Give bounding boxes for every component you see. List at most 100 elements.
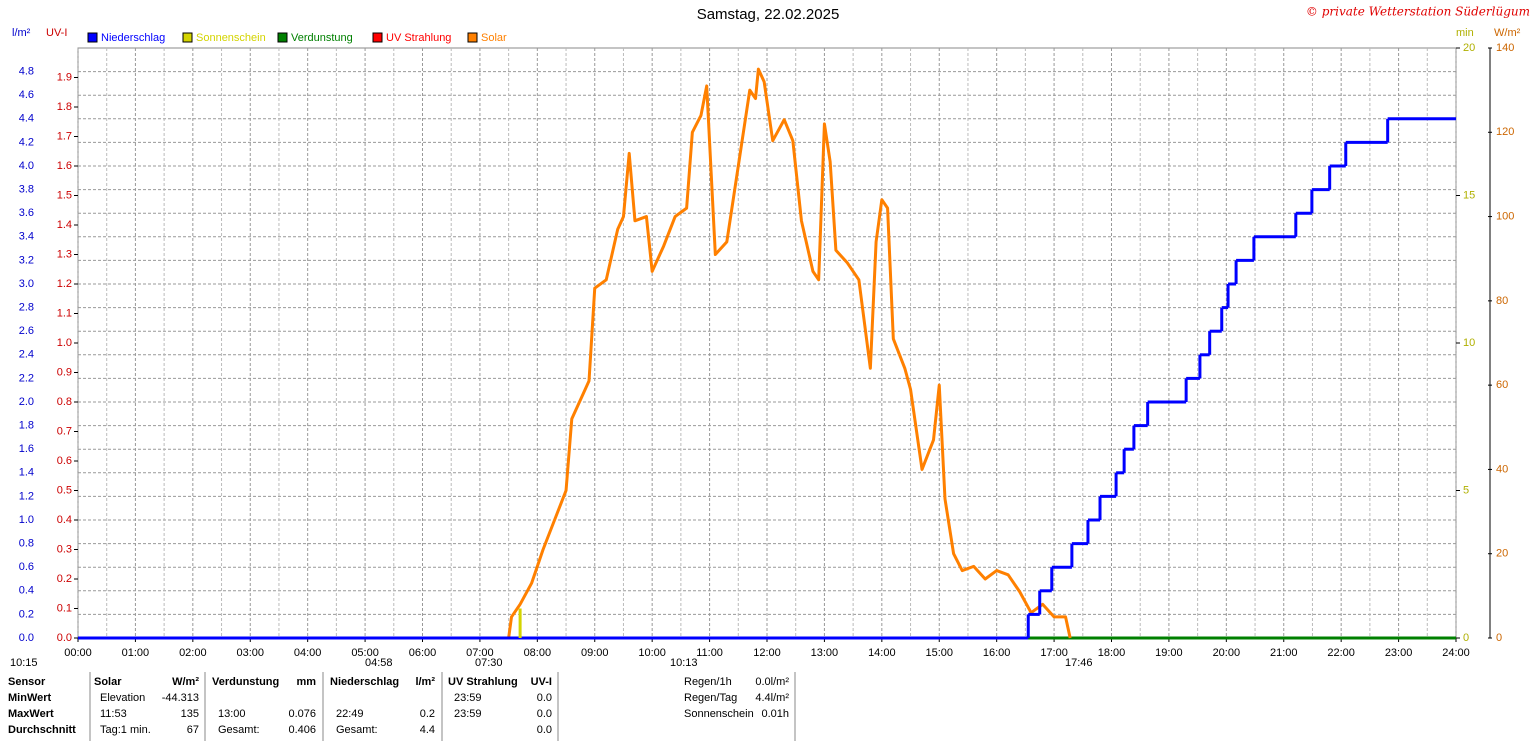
summary-value: 0.0l/m² <box>755 676 789 688</box>
x-tick-label: 23:00 <box>1385 647 1413 659</box>
legend-swatch <box>467 32 478 43</box>
uv-tick-label: 1.7 <box>57 130 72 142</box>
y-tick-label: 4.4 <box>19 113 34 125</box>
legend-label: Verdunstung <box>291 32 353 44</box>
sensor-label: Sensor <box>8 676 46 688</box>
x-tick-label: 04:00 <box>294 647 322 659</box>
group-header: UV Strahlung <box>448 676 518 688</box>
sensor-label: Durchschnitt <box>8 724 76 736</box>
summary-value: 0.01h <box>761 708 789 720</box>
min-tick-label: 0 <box>1463 632 1469 644</box>
y-tick-label: 3.8 <box>19 184 34 196</box>
solar-tick-label: 60 <box>1496 379 1508 391</box>
y-tick-label: 1.6 <box>19 443 34 455</box>
y-tick-label: 2.2 <box>19 372 34 384</box>
x-tick-label: 14:00 <box>868 647 896 659</box>
uv-tick-label: 1.6 <box>57 160 72 172</box>
uv-tick-label: 1.3 <box>57 248 72 260</box>
x-tick-label: 17:00 <box>1040 647 1068 659</box>
y-tick-label: 2.4 <box>19 349 34 361</box>
uv-tick-label: 1.8 <box>57 101 72 113</box>
y-tick-label: 4.0 <box>19 160 34 172</box>
cell-label: Gesamt: <box>336 724 378 736</box>
summary-label: Sonnenschein <box>684 708 754 720</box>
series-line <box>507 67 1072 639</box>
legend-swatch <box>372 32 383 43</box>
cell-value: 0.0 <box>537 724 552 736</box>
cell-value: 0.406 <box>288 724 316 736</box>
uv-tick-label: 1.4 <box>57 219 72 231</box>
x-tick-label: 15:00 <box>925 647 953 659</box>
y-tick-label: 2.8 <box>19 302 34 314</box>
x-tick-label: 20:00 <box>1213 647 1241 659</box>
uv-tick-label: 0.8 <box>57 396 72 408</box>
legend-swatch <box>182 32 193 43</box>
y-tick-label: 3.4 <box>19 231 34 243</box>
group-unit: UV-I <box>531 676 552 688</box>
y-tick-label: 4.8 <box>19 66 34 78</box>
x-tick-label: 19:00 <box>1155 647 1183 659</box>
solar-tick-label: 40 <box>1496 463 1508 475</box>
x-tick-label: 24:00 <box>1442 647 1470 659</box>
legend-label: Solar <box>481 32 507 44</box>
x-tick-label: 02:00 <box>179 647 207 659</box>
y-tick-label: 1.4 <box>19 467 34 479</box>
uv-tick-label: 0.5 <box>57 484 72 496</box>
uv-tick-label: 0.1 <box>57 602 72 614</box>
uv-tick-label: 1.1 <box>57 307 72 319</box>
cell-label: Tag:1 min. <box>100 724 151 736</box>
cell-value: 4.4 <box>420 724 435 736</box>
uv-tick-label: 0.2 <box>57 573 72 585</box>
annotation: 10:13 <box>670 657 698 669</box>
uv-tick-label: 0.0 <box>57 632 72 644</box>
sensor-label: MaxWert <box>8 708 54 720</box>
group-header: Verdunstung <box>212 676 279 688</box>
min-axis-label: min <box>1456 27 1474 39</box>
bar <box>518 608 522 638</box>
solar-tick-label: 80 <box>1496 295 1508 307</box>
x-tick-label: 22:00 <box>1327 647 1355 659</box>
annotation: 17:46 <box>1065 657 1093 669</box>
y-tick-label: 1.8 <box>19 420 34 432</box>
cell-value: 0.076 <box>288 708 316 720</box>
group-unit: W/m² <box>172 676 199 688</box>
x-tick-label: 00:00 <box>64 647 92 659</box>
x-tick-label: 18:00 <box>1098 647 1126 659</box>
cell-value: 135 <box>181 708 199 720</box>
y-tick-label: 1.2 <box>19 490 34 502</box>
annotation: 07:30 <box>475 657 503 669</box>
x-tick-label: 06:00 <box>409 647 437 659</box>
summary-value: 4.4l/m² <box>755 692 789 704</box>
uv-tick-label: 1.5 <box>57 189 72 201</box>
min-tick-label: 20 <box>1463 42 1475 54</box>
cell-value: 0.0 <box>537 692 552 704</box>
x-tick-label: 16:00 <box>983 647 1011 659</box>
legend-label: Niederschlag <box>101 32 165 44</box>
uv-tick-label: 0.3 <box>57 543 72 555</box>
y-tick-label: 2.6 <box>19 325 34 337</box>
cell-label: 11:53 <box>100 708 127 720</box>
uv-tick-label: 0.6 <box>57 455 72 467</box>
chart-title: Samstag, 22.02.2025 <box>697 6 840 23</box>
uv-tick-label: 1.9 <box>57 71 72 83</box>
x-tick-label: 08:00 <box>524 647 552 659</box>
y-tick-label: 4.2 <box>19 136 34 148</box>
min-tick-label: 15 <box>1463 189 1475 201</box>
x-tick-label: 10:00 <box>638 647 666 659</box>
uv-tick-label: 1.2 <box>57 278 72 290</box>
watermark: © private Wetterstation Süderlügum <box>1306 5 1530 19</box>
y-tick-label: 3.0 <box>19 278 34 290</box>
uv-tick-label: 1.0 <box>57 337 72 349</box>
x-tick-label: 07:00 <box>466 647 494 659</box>
x-tick-label: 09:00 <box>581 647 609 659</box>
y-tick-label: 1.0 <box>19 514 34 526</box>
legend-swatch <box>277 32 288 43</box>
x-tick-label: 03:00 <box>236 647 264 659</box>
cell-label: 23:59 <box>454 708 482 720</box>
x-tick-label: 05:00 <box>351 647 379 659</box>
x-tick-label: 13:00 <box>811 647 839 659</box>
y-tick-label: 3.2 <box>19 254 34 266</box>
uv-tick-label: 0.4 <box>57 514 72 526</box>
y-tick-label: 0.6 <box>19 561 34 573</box>
cell-label: 13:00 <box>218 708 246 720</box>
